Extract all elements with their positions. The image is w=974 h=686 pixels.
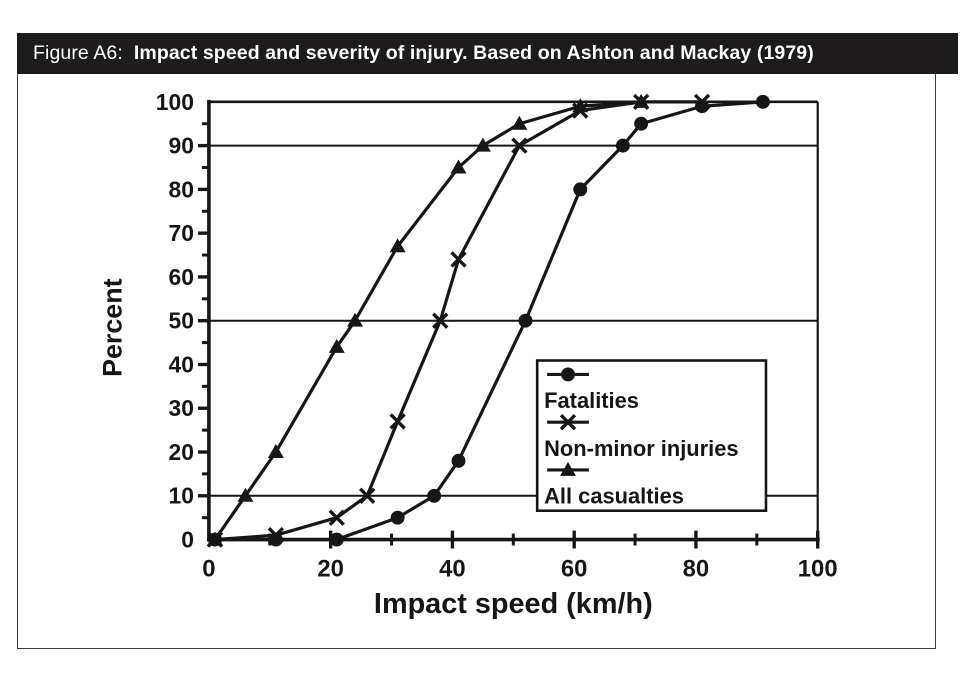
x-tick-label-80: 80 xyxy=(683,555,710,582)
figure-title: Impact speed and severity of injury. Bas… xyxy=(133,42,814,64)
triangle-marker xyxy=(389,238,406,253)
triangle-marker xyxy=(572,98,589,113)
x-marker xyxy=(432,312,449,329)
y-tick-label-20: 20 xyxy=(169,439,194,465)
circle-marker xyxy=(615,138,630,153)
series-line-fatalities xyxy=(214,100,764,542)
circle-marker xyxy=(329,532,344,547)
y-tick-label-40: 40 xyxy=(169,351,194,377)
y-tick-label-0: 0 xyxy=(181,527,194,553)
y-tick-label-70: 70 xyxy=(169,220,194,246)
triangle-marker xyxy=(237,487,254,502)
x-tick-label-100: 100 xyxy=(798,555,838,582)
y-tick-label-80: 80 xyxy=(169,176,194,202)
legend-box xyxy=(535,359,768,513)
x-marker xyxy=(267,527,285,544)
x-marker xyxy=(328,509,345,526)
figure-label: Figure A6: xyxy=(33,42,123,64)
triangle-marker xyxy=(328,339,345,353)
triangle-marker xyxy=(207,531,223,546)
circle-marker xyxy=(561,367,575,382)
legend-label-3: All casualties xyxy=(544,484,684,509)
triangle-marker xyxy=(347,312,363,327)
triangle-marker xyxy=(474,137,491,152)
x-tick-label-20: 20 xyxy=(317,555,344,582)
triangle-marker xyxy=(267,444,284,458)
chart-svg: 0 10 20 30 40 50 60 70 80 90 100 0 20 40 60 80 100 Percen… xyxy=(97,89,838,620)
legend-label-2: Non-minor injuries xyxy=(544,436,738,461)
triangle-marker xyxy=(450,159,467,174)
triangle-marker xyxy=(511,115,528,130)
x-axis-title: Impact speed (km/h) xyxy=(374,588,653,620)
figure-title-bar: Figure A6: Impact speed and severity of … xyxy=(17,33,958,74)
x-marker xyxy=(389,413,406,430)
x-marker xyxy=(450,251,467,268)
x-marker xyxy=(511,137,528,154)
circle-marker xyxy=(427,488,442,503)
y-tick-label-60: 60 xyxy=(169,264,194,290)
circle-marker xyxy=(451,453,466,468)
circle-marker xyxy=(755,94,770,109)
y-axis-title: Percent xyxy=(97,278,127,377)
y-tick-label-10: 10 xyxy=(169,483,194,509)
x-tick-label-60: 60 xyxy=(561,555,588,582)
x-marker xyxy=(693,93,711,111)
x-tick-label-0: 0 xyxy=(202,555,215,582)
chart-panel: 0 10 20 30 40 50 60 70 80 90 100 0 20 40 60 80 100 Percen… xyxy=(17,74,936,649)
legend-label-1: Fatalities xyxy=(544,388,639,413)
x-marker xyxy=(559,414,577,431)
x-tick-label-40: 40 xyxy=(439,555,466,582)
circle-marker xyxy=(634,116,649,131)
circle-marker xyxy=(518,313,533,328)
y-tick-label-30: 30 xyxy=(169,395,194,421)
circle-marker xyxy=(390,510,405,525)
y-tick-label-100: 100 xyxy=(156,89,194,115)
triangle-marker xyxy=(633,93,650,108)
circle-marker xyxy=(573,182,588,197)
triangle-marker xyxy=(560,461,576,476)
y-tick-label-90: 90 xyxy=(169,133,194,159)
y-tick-label-50: 50 xyxy=(169,308,194,334)
x-marker xyxy=(359,487,376,504)
